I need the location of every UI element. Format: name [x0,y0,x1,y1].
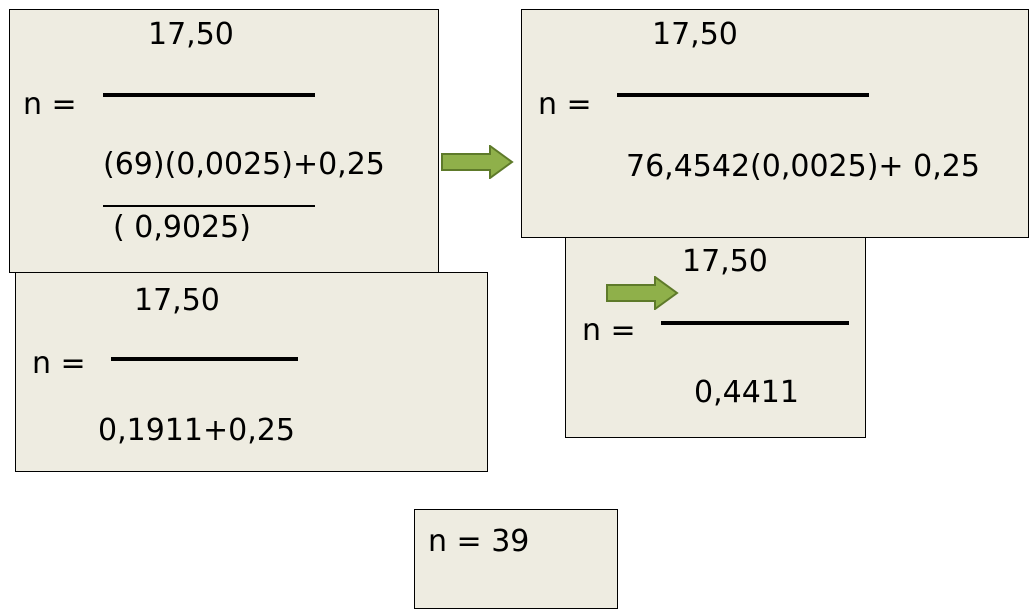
step1-numerator: 17,50 [148,17,234,52]
step2-fraction-bar [617,93,869,97]
step3-fraction-bar [111,357,298,361]
step1-fraction-bar [103,93,315,97]
step1-sub-denominator: ( 0,9025) [113,210,251,245]
step1-n-label: n = [23,87,77,122]
step4-fraction-bar [661,321,849,325]
step3-n-label: n = [32,346,86,381]
step2-n-label: n = [538,87,592,122]
step4-numerator: 17,50 [682,244,768,279]
arrow-shape [606,276,679,310]
right-arrow-icon [441,145,514,179]
step3-numerator: 17,50 [134,283,220,318]
step4-n-label: n = [582,313,636,348]
right-arrow-icon [606,276,679,310]
arrow-shape [441,145,514,179]
step2-numerator: 17,50 [652,17,738,52]
formula-box-step2: 17,50 n = 76,4542(0,0025)+ 0,25 [521,9,1029,238]
result-text: n = 39 [428,524,530,559]
formula-box-step3: 17,50 n = 0,1911+0,25 [15,272,488,472]
step1-sub-fraction-bar [103,205,315,207]
step1-denominator: (69)(0,0025)+0,25 [103,147,385,182]
result-box: n = 39 [414,509,618,609]
step3-denominator: 0,1911+0,25 [98,413,295,448]
step2-denominator: 76,4542(0,0025)+ 0,25 [626,149,980,184]
formula-box-step4: 17,50 n = 0,4411 [565,237,866,438]
step4-denominator: 0,4411 [694,375,799,410]
formula-box-step1: 17,50 n = (69)(0,0025)+0,25 ( 0,9025) [9,9,439,273]
